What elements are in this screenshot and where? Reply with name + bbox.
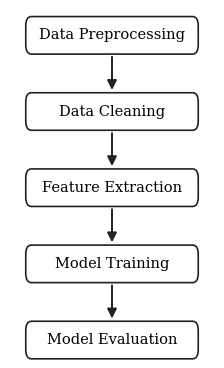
FancyBboxPatch shape [26,321,198,359]
Text: Feature Extraction: Feature Extraction [42,181,182,195]
FancyBboxPatch shape [26,93,198,130]
FancyBboxPatch shape [26,245,198,283]
Text: Model Evaluation: Model Evaluation [47,333,177,347]
Text: Model Training: Model Training [55,257,169,271]
Text: Data Preprocessing: Data Preprocessing [39,28,185,42]
Text: Data Cleaning: Data Cleaning [59,105,165,118]
FancyBboxPatch shape [26,17,198,54]
FancyBboxPatch shape [26,169,198,206]
